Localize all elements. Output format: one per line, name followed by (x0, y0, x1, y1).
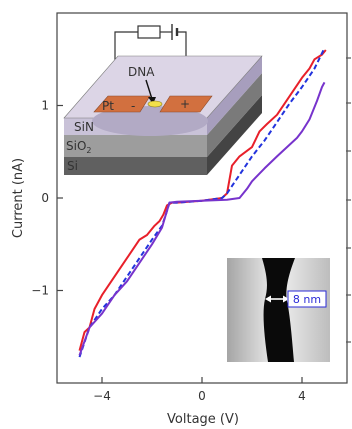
sio2-label-sub: 2 (86, 146, 91, 155)
membrane-window (92, 106, 208, 136)
y-tick-label: 1 (41, 99, 49, 113)
resistor-icon (137, 25, 161, 39)
pt-label: Pt (102, 99, 114, 113)
scale-label: 8 nm (293, 293, 321, 306)
sio2-label-main: SiO (66, 139, 86, 153)
pt-electrode-left (93, 95, 151, 113)
series-line-3 (78, 81, 326, 356)
tem-right-electrode (286, 258, 330, 362)
axis-ticks: −4 0 4 1 0 −1 (31, 99, 306, 404)
minus-label: - (131, 99, 135, 113)
device-schematic-inset: DNA Pt - + SiN SiO2 Si (63, 24, 263, 175)
tem-left-electrode (227, 258, 268, 362)
dna-arrow (145, 79, 153, 100)
plus-label: + (180, 97, 190, 111)
sio2-label: SiO2 (66, 139, 92, 155)
si-layer-side (207, 95, 262, 175)
si-layer-front (64, 157, 207, 175)
circuit-wires (114, 24, 187, 100)
x-tick-label: −4 (93, 389, 111, 403)
pt-electrode-right (159, 95, 213, 113)
dna-molecule (147, 100, 163, 108)
gap-arrow-head-right (283, 295, 289, 303)
gap-arrow-head-left (265, 295, 271, 303)
sio2-layer-side (207, 73, 262, 157)
y-axis-title: Current (nA) (11, 158, 26, 238)
right-edge-dashes (346, 57, 351, 343)
si-label: Si (67, 159, 78, 173)
sin-label: SiN (74, 120, 94, 134)
curves (78, 47, 327, 358)
sin-layer-side (207, 56, 262, 135)
y-tick-label: 0 (41, 191, 49, 205)
scale-label-box (287, 290, 327, 308)
x-tick-label: 4 (298, 389, 306, 403)
sio2-layer-front (64, 135, 207, 157)
y-tick-label: −1 (31, 284, 49, 298)
dna-label: DNA (128, 65, 155, 79)
x-axis-title: Voltage (V) (167, 412, 239, 427)
tem-image-inset: 8 nm (227, 258, 330, 362)
dna-arrow-head (148, 97, 156, 104)
x-tick-label: 0 (198, 389, 206, 403)
